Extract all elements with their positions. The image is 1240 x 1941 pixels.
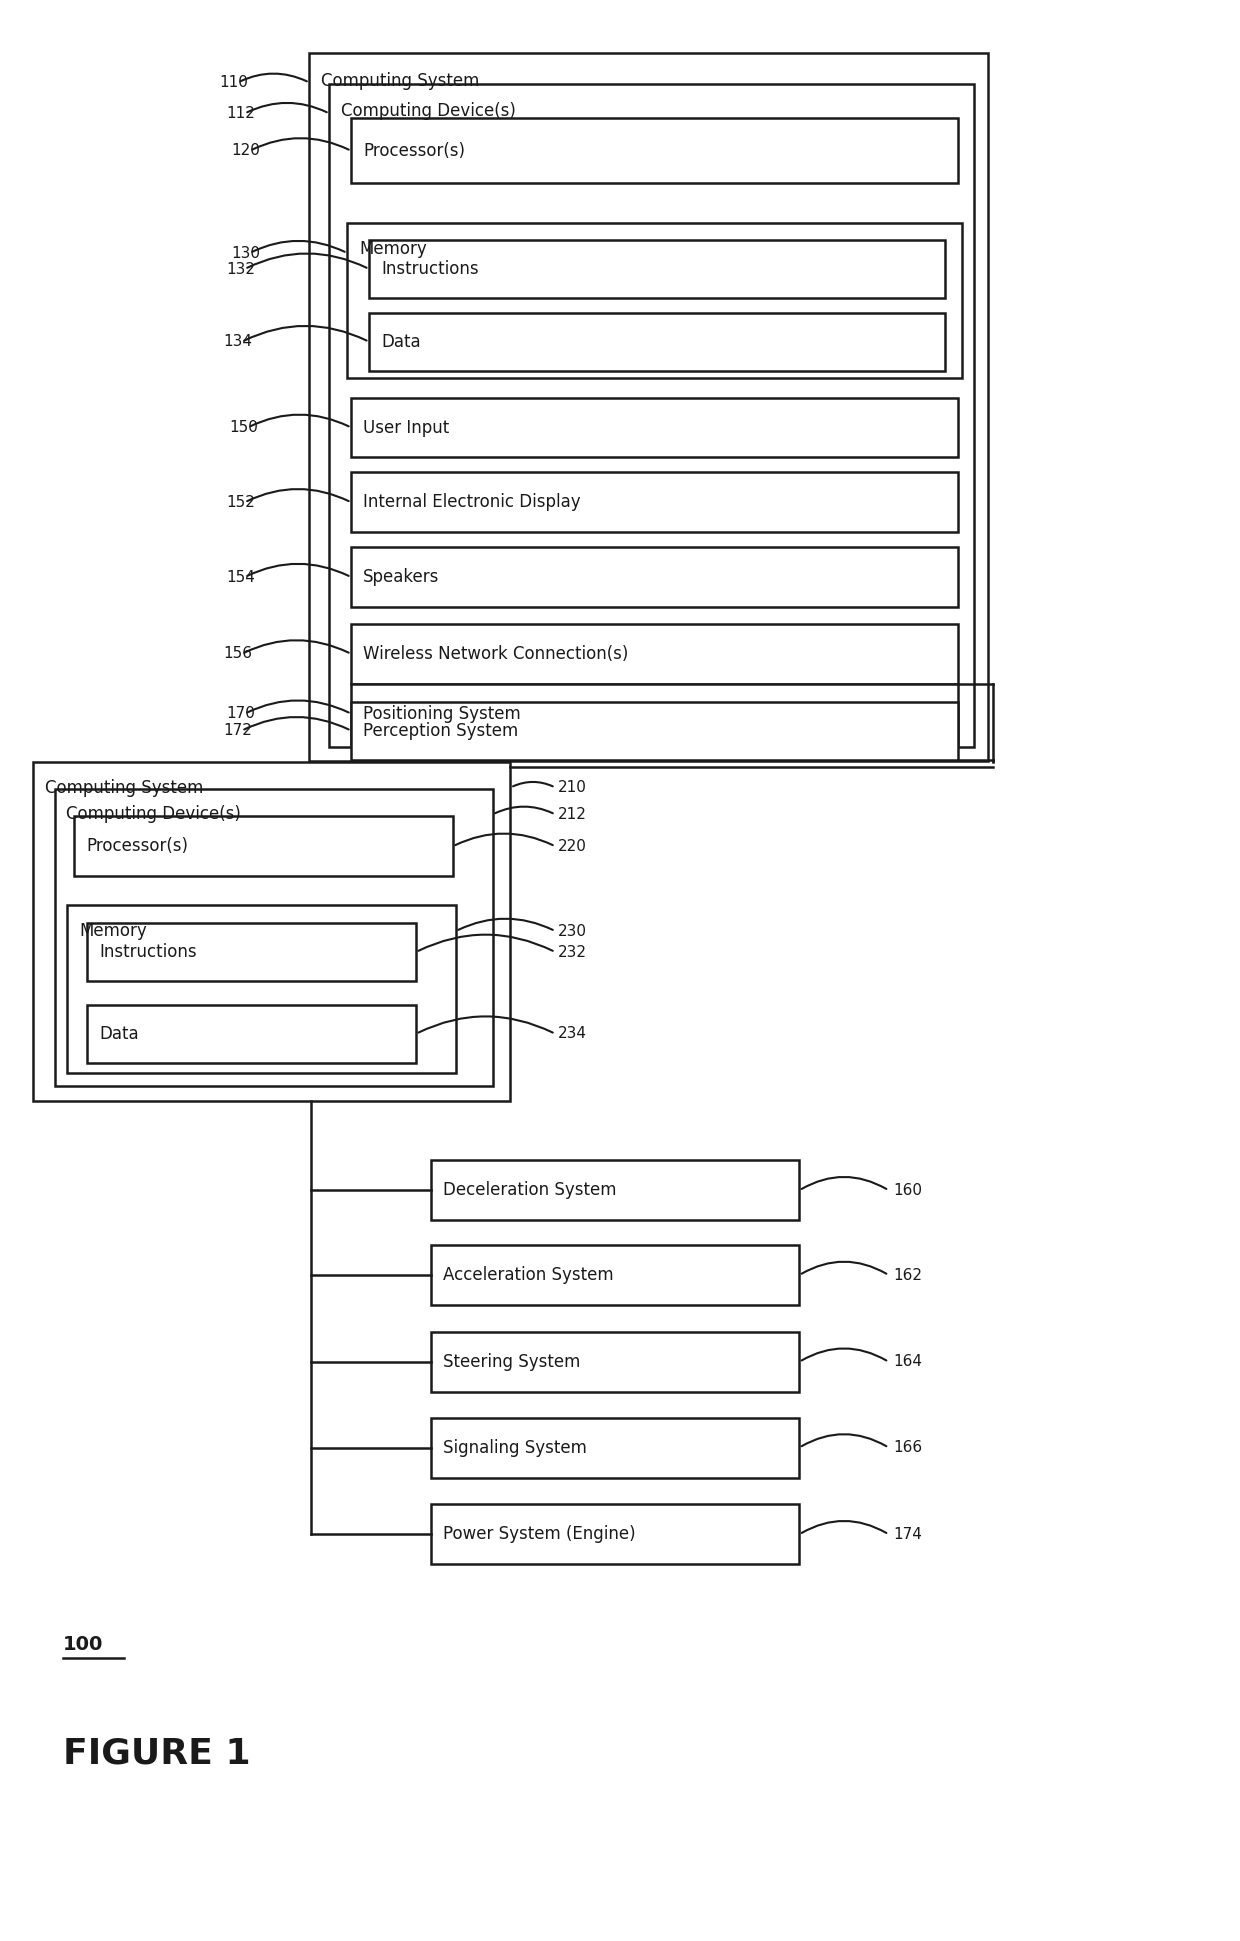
Text: 110: 110 bbox=[219, 76, 249, 89]
Bar bbox=[430, 1504, 800, 1564]
Bar bbox=[351, 472, 959, 532]
FancyArrowPatch shape bbox=[247, 563, 348, 576]
Text: 160: 160 bbox=[894, 1182, 923, 1198]
Text: Deceleration System: Deceleration System bbox=[443, 1182, 616, 1200]
Bar bbox=[347, 223, 962, 378]
Text: 172: 172 bbox=[223, 724, 253, 738]
Text: Memory: Memory bbox=[79, 922, 148, 939]
FancyArrowPatch shape bbox=[801, 1349, 887, 1361]
FancyArrowPatch shape bbox=[247, 103, 327, 113]
Text: 166: 166 bbox=[894, 1440, 923, 1456]
Text: 162: 162 bbox=[894, 1267, 923, 1283]
Bar bbox=[351, 547, 959, 608]
Text: Instructions: Instructions bbox=[381, 260, 479, 278]
Bar bbox=[351, 683, 959, 743]
Text: Instructions: Instructions bbox=[99, 943, 197, 961]
Text: 112: 112 bbox=[227, 107, 255, 120]
FancyArrowPatch shape bbox=[418, 1017, 553, 1033]
FancyArrowPatch shape bbox=[244, 716, 348, 730]
FancyArrowPatch shape bbox=[247, 254, 367, 268]
FancyArrowPatch shape bbox=[801, 1434, 887, 1446]
Bar bbox=[351, 703, 959, 759]
Text: 134: 134 bbox=[223, 334, 253, 349]
Text: User Input: User Input bbox=[363, 419, 449, 437]
Text: 230: 230 bbox=[558, 924, 588, 939]
FancyArrowPatch shape bbox=[513, 782, 553, 786]
FancyArrowPatch shape bbox=[459, 918, 553, 930]
Bar bbox=[67, 905, 456, 1073]
Bar bbox=[430, 1161, 800, 1221]
Bar bbox=[330, 83, 975, 747]
Text: 220: 220 bbox=[558, 839, 588, 854]
Text: Computing Device(s): Computing Device(s) bbox=[67, 806, 242, 823]
Bar bbox=[351, 118, 959, 182]
Text: Internal Electronic Display: Internal Electronic Display bbox=[363, 493, 580, 510]
Bar bbox=[310, 52, 988, 761]
FancyArrowPatch shape bbox=[801, 1262, 887, 1273]
Bar bbox=[430, 1332, 800, 1392]
Text: 152: 152 bbox=[227, 495, 255, 510]
Text: Positioning System: Positioning System bbox=[363, 705, 521, 722]
Bar bbox=[351, 398, 959, 458]
Bar bbox=[55, 788, 492, 1085]
Text: Power System (Engine): Power System (Engine) bbox=[443, 1526, 635, 1543]
Text: Processor(s): Processor(s) bbox=[363, 142, 465, 159]
Text: 120: 120 bbox=[232, 144, 260, 159]
Text: Signaling System: Signaling System bbox=[443, 1438, 587, 1456]
Text: 232: 232 bbox=[558, 945, 588, 959]
FancyArrowPatch shape bbox=[247, 701, 348, 712]
Bar bbox=[87, 924, 415, 980]
Text: 154: 154 bbox=[227, 569, 255, 584]
FancyArrowPatch shape bbox=[252, 138, 348, 149]
FancyArrowPatch shape bbox=[250, 415, 348, 427]
Text: 130: 130 bbox=[232, 247, 260, 260]
Bar bbox=[32, 761, 511, 1101]
Text: Wireless Network Connection(s): Wireless Network Connection(s) bbox=[363, 644, 629, 664]
FancyArrowPatch shape bbox=[252, 241, 345, 252]
Bar bbox=[370, 313, 945, 371]
FancyArrowPatch shape bbox=[241, 74, 306, 82]
Bar bbox=[351, 623, 959, 683]
Bar bbox=[87, 1005, 415, 1064]
Text: Computing Device(s): Computing Device(s) bbox=[341, 103, 516, 120]
Text: 150: 150 bbox=[229, 419, 259, 435]
Text: 212: 212 bbox=[558, 807, 588, 821]
Text: Data: Data bbox=[381, 332, 420, 351]
Text: Acceleration System: Acceleration System bbox=[443, 1266, 614, 1285]
Text: Computing System: Computing System bbox=[45, 778, 203, 796]
FancyArrowPatch shape bbox=[801, 1522, 887, 1533]
Text: Perception System: Perception System bbox=[363, 722, 518, 740]
Text: 156: 156 bbox=[223, 646, 253, 662]
Text: 174: 174 bbox=[894, 1528, 923, 1541]
Text: Processor(s): Processor(s) bbox=[87, 837, 188, 856]
FancyArrowPatch shape bbox=[418, 936, 553, 951]
Text: Computing System: Computing System bbox=[321, 72, 480, 89]
Text: Speakers: Speakers bbox=[363, 569, 439, 586]
Text: FIGURE 1: FIGURE 1 bbox=[62, 1737, 250, 1770]
FancyArrowPatch shape bbox=[244, 326, 367, 340]
Text: 100: 100 bbox=[62, 1634, 103, 1654]
Bar bbox=[430, 1246, 800, 1304]
Text: 234: 234 bbox=[558, 1027, 588, 1040]
Bar bbox=[74, 817, 453, 875]
Bar bbox=[370, 241, 945, 297]
FancyArrowPatch shape bbox=[801, 1176, 887, 1190]
FancyArrowPatch shape bbox=[244, 641, 348, 652]
Text: 164: 164 bbox=[894, 1355, 923, 1370]
Bar bbox=[430, 1417, 800, 1477]
FancyArrowPatch shape bbox=[495, 807, 553, 813]
Text: Memory: Memory bbox=[360, 241, 427, 258]
Text: 210: 210 bbox=[558, 780, 588, 796]
FancyArrowPatch shape bbox=[455, 833, 553, 844]
Text: Data: Data bbox=[99, 1025, 139, 1042]
Text: 170: 170 bbox=[227, 707, 255, 722]
FancyArrowPatch shape bbox=[247, 489, 348, 501]
Text: 132: 132 bbox=[227, 262, 255, 276]
Text: Steering System: Steering System bbox=[443, 1353, 580, 1370]
